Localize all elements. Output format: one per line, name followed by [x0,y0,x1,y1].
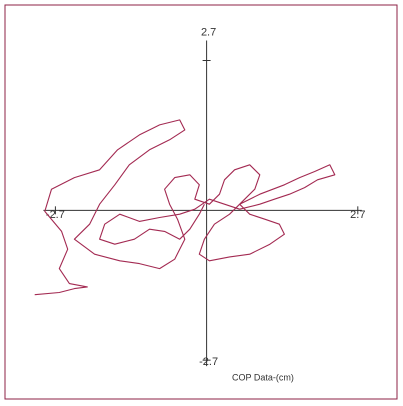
plot-border [4,4,398,400]
trace-line [34,119,336,296]
y-tick-label: 2.7 [201,26,216,38]
x-axis-label: COP Data-(cm) [232,372,294,382]
x-tick-label: -2.7 [46,209,65,221]
x-tick-label: 2.7 [350,209,365,221]
y-tick-label: -2.7 [199,356,218,368]
